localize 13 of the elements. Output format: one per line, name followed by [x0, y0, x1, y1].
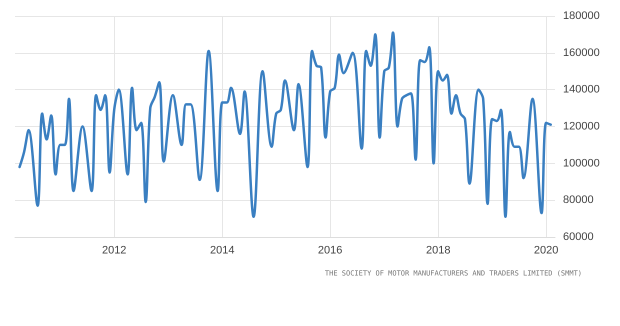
y-tick-label: 80000 [563, 194, 594, 206]
line-series [18, 31, 552, 218]
x-tick-label: 2012 [102, 244, 126, 256]
y-tick-label: 180000 [563, 10, 600, 22]
y-tick-label: 160000 [563, 46, 600, 59]
y-tick-label: 100000 [563, 157, 600, 170]
y-tick-label: 140000 [563, 84, 600, 96]
x-tick-label: 2018 [426, 244, 450, 256]
y-tick-label: 60000 [563, 231, 594, 243]
x-tick-label: 2016 [318, 244, 342, 256]
y-tick-label: 120000 [563, 120, 600, 132]
x-tick-label: 2014 [210, 244, 234, 256]
x-tick-label: 2020 [534, 244, 558, 256]
